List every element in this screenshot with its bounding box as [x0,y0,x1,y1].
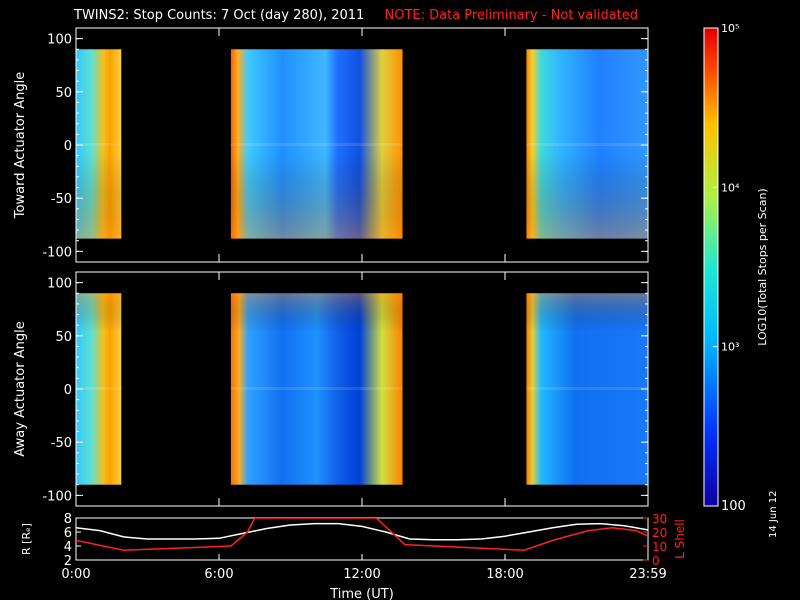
y-left-tick-label: 8 [64,512,72,527]
x-axis-label: Time (UT) [329,587,394,600]
zero-band [230,387,403,390]
y-tick-label: 0 [64,383,72,398]
data-block-shade [76,293,122,485]
date-stamp: 14 Jun 12 [768,490,779,538]
x-tick-label: 6:00 [204,567,233,582]
heatmap-panel-top: -100 -50 0 50 100 Toward Actuator Angle [13,27,649,263]
title-note: NOTE: Data Preliminary - Not validated [384,8,639,23]
y-right-tick-label: 20 [652,526,667,540]
r-line [76,522,648,541]
colorbar-gradient [703,27,719,507]
y-axis-label: Toward Actuator Angle [13,72,28,219]
y-tick-label: 0 [64,139,72,154]
data-block-shade [230,293,403,485]
colorbar-tick-label: 10⁴ [721,181,740,194]
y-tick-label: -50 [51,192,72,207]
zero-band [76,387,122,390]
y-right-tick-label: 10 [652,540,667,554]
data-block-shade [526,49,648,239]
zero-band [526,143,648,146]
y-tick-label: 50 [55,86,72,101]
heatmap-panel-middle: -100 -50 0 50 100 Away Actuator Angle [13,271,649,507]
colorbar-tick-label: 100 [721,499,746,514]
colorbar: 100 10³ 10⁴ 10⁵ LOG10(Total Stops per Scan) [703,22,769,514]
colorbar-tick-label: 10⁵ [721,22,739,35]
y-left-label: R [Rₑ] [20,523,33,555]
y-tick-label: 100 [47,33,72,48]
y-right-tick-label: 0 [652,554,660,568]
y-tick-label: -100 [42,489,72,504]
data-block-shade [230,49,403,239]
data-block-shade [76,49,122,239]
zero-band [76,143,122,146]
zero-band [526,387,648,390]
y-left-tick-label: 6 [64,526,72,541]
x-tick-label: 18:00 [486,567,523,582]
data-block-shade [526,293,648,485]
colorbar-tick-label: 10³ [721,341,739,354]
lshell-line [76,518,648,551]
x-tick-label: 12:00 [343,567,380,582]
title-main: TWINS2: Stop Counts: 7 Oct (day 280), 20… [74,8,365,23]
x-tick-label: 0:00 [61,567,90,582]
y-tick-label: -50 [51,436,72,451]
y-tick-label: -100 [42,245,72,260]
y-tick-label: 100 [47,277,72,292]
colorbar-label: LOG10(Total Stops per Scan) [756,188,769,345]
zero-band [230,143,403,146]
y-tick-label: 50 [55,330,72,345]
y-axis-label: Away Actuator Angle [13,321,28,456]
y-left-tick-label: 2 [64,554,72,569]
y-right-tick-label: 30 [652,512,667,526]
y-right-label: L Shell [673,519,687,559]
y-left-tick-label: 4 [64,540,72,555]
x-tick-label: 23:59 [629,567,666,582]
chart-title: TWINS2: Stop Counts: 7 Oct (day 280), 20… [74,8,638,26]
